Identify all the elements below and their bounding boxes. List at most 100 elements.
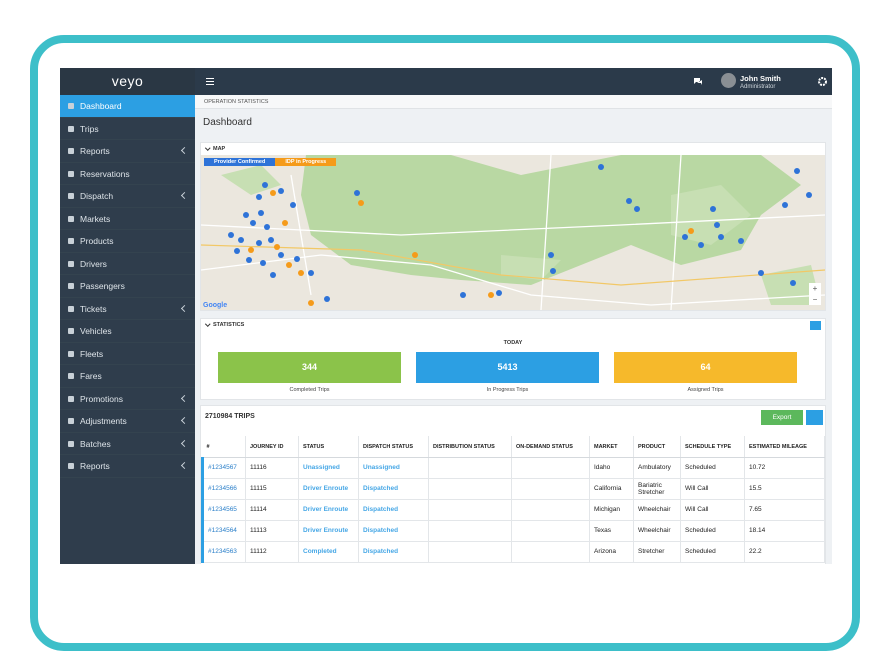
map-marker[interactable] xyxy=(698,242,704,248)
map-marker[interactable] xyxy=(270,190,276,196)
map-marker[interactable] xyxy=(782,202,788,208)
map-marker[interactable] xyxy=(282,220,288,226)
map-marker[interactable] xyxy=(234,248,240,254)
column-header[interactable]: JOURNEY ID xyxy=(245,436,299,458)
refresh-button[interactable] xyxy=(810,321,821,330)
menu-item[interactable]: Tickets xyxy=(60,298,195,320)
table-row[interactable]: #1234565 11114 Driver Enroute Dispatched Mic… xyxy=(201,499,825,521)
export-button[interactable]: Export xyxy=(761,410,803,425)
map-marker[interactable] xyxy=(794,168,800,174)
column-header[interactable]: STATUS xyxy=(298,436,359,458)
map-marker[interactable] xyxy=(268,237,274,243)
menu-item[interactable]: Markets xyxy=(60,208,195,230)
map-marker[interactable] xyxy=(238,237,244,243)
map-marker[interactable] xyxy=(682,234,688,240)
map-marker[interactable] xyxy=(358,200,364,206)
map-marker[interactable] xyxy=(308,300,314,306)
chat-icon[interactable] xyxy=(693,77,703,86)
map-marker[interactable] xyxy=(738,238,744,244)
menu-item[interactable]: Fares xyxy=(60,365,195,388)
menu-item[interactable]: Trips xyxy=(60,118,195,140)
map-marker[interactable] xyxy=(256,240,262,246)
table-cell[interactable]: #1234565 xyxy=(201,499,246,521)
map-marker[interactable] xyxy=(290,202,296,208)
menu-item[interactable]: Drivers xyxy=(60,253,195,275)
column-header[interactable]: MARKET xyxy=(589,436,634,458)
menu-item[interactable]: Adjustments xyxy=(60,410,195,433)
map-header[interactable]: MAP xyxy=(201,143,825,155)
map-marker[interactable] xyxy=(718,234,724,240)
map-marker[interactable] xyxy=(250,220,256,226)
statistics-header[interactable]: STATISTICS xyxy=(201,319,825,331)
map-marker[interactable] xyxy=(278,252,284,258)
table-cell[interactable]: #1234566 xyxy=(201,478,246,500)
map-marker[interactable] xyxy=(264,224,270,230)
menu-item[interactable]: Reservations xyxy=(60,163,195,185)
map-marker[interactable] xyxy=(294,256,300,262)
column-header[interactable]: DISTRIBUTION STATUS xyxy=(428,436,512,458)
map-marker[interactable] xyxy=(626,198,632,204)
map-marker[interactable] xyxy=(758,270,764,276)
map-marker[interactable] xyxy=(790,280,796,286)
settings-icon[interactable] xyxy=(818,77,827,86)
map-marker[interactable] xyxy=(488,292,494,298)
column-header[interactable]: ON-DEMAND STATUS xyxy=(511,436,590,458)
column-header[interactable]: SCHEDULE TYPE xyxy=(680,436,745,458)
map-marker[interactable] xyxy=(412,252,418,258)
map-marker[interactable] xyxy=(286,262,292,268)
table-row[interactable]: #1234563 11112 Completed Dispatched Arizona S… xyxy=(201,541,825,563)
avatar[interactable] xyxy=(721,73,736,88)
map-marker[interactable] xyxy=(460,292,466,298)
menu-item[interactable]: Dashboard xyxy=(60,95,195,118)
map-marker[interactable] xyxy=(634,206,640,212)
submenu-arrow xyxy=(180,439,189,447)
menu-item[interactable]: Reports xyxy=(60,140,195,163)
menu-item[interactable]: Reports xyxy=(60,455,195,478)
table-cell[interactable]: #1234567 xyxy=(201,457,246,479)
map-marker[interactable] xyxy=(262,182,268,188)
map-marker[interactable] xyxy=(710,206,716,212)
map-marker[interactable] xyxy=(246,257,252,263)
menu-item[interactable]: Vehicles xyxy=(60,320,195,343)
menu-item[interactable]: Dispatch xyxy=(60,185,195,208)
table-cell[interactable]: #1234564 xyxy=(201,520,246,542)
column-header[interactable]: ESTIMATED MILEAGE xyxy=(744,436,825,458)
menu-item[interactable]: Products xyxy=(60,230,195,253)
menu-item[interactable]: Passengers xyxy=(60,275,195,298)
map-marker[interactable] xyxy=(324,296,330,302)
map-marker[interactable] xyxy=(256,194,262,200)
map-marker[interactable] xyxy=(308,270,314,276)
map-marker[interactable] xyxy=(243,212,249,218)
menu-item[interactable]: Promotions xyxy=(60,388,195,410)
map-marker[interactable] xyxy=(598,164,604,170)
column-header[interactable]: PRODUCT xyxy=(633,436,681,458)
column-header[interactable]: # xyxy=(202,436,246,458)
map-marker[interactable] xyxy=(228,232,234,238)
map-marker[interactable] xyxy=(548,252,554,258)
map-marker[interactable] xyxy=(270,272,276,278)
top-bar: John Smith Administrator xyxy=(195,68,832,95)
table-row[interactable]: #1234564 11113 Driver Enroute Dispatched Tex… xyxy=(201,520,825,542)
column-header[interactable]: DISPATCH STATUS xyxy=(358,436,429,458)
map-marker[interactable] xyxy=(298,270,304,276)
map-marker[interactable] xyxy=(354,190,360,196)
menu-toggle[interactable] xyxy=(206,78,214,85)
table-cell[interactable]: #1234563 xyxy=(201,541,246,563)
refresh-button[interactable] xyxy=(806,410,823,425)
map-marker[interactable] xyxy=(496,290,502,296)
table-row[interactable]: #1234566 11115 Driver Enroute Dispatched Cal… xyxy=(201,478,825,500)
map-marker[interactable] xyxy=(806,192,812,198)
map[interactable]: Google + − xyxy=(201,155,825,310)
map-marker[interactable] xyxy=(274,244,280,250)
map-marker[interactable] xyxy=(248,247,254,253)
map-marker[interactable] xyxy=(260,260,266,266)
table-row[interactable]: #1234567 11116 Unassigned Unassigned Idaho Am… xyxy=(201,457,825,479)
map-marker[interactable] xyxy=(688,228,694,234)
map-marker[interactable] xyxy=(550,268,556,274)
map-marker[interactable] xyxy=(258,210,264,216)
menu-item[interactable]: Fleets xyxy=(60,343,195,365)
menu-item[interactable]: Batches xyxy=(60,433,195,455)
map-marker[interactable] xyxy=(278,188,284,194)
stat-card: 64 xyxy=(614,352,797,383)
map-marker[interactable] xyxy=(714,222,720,228)
